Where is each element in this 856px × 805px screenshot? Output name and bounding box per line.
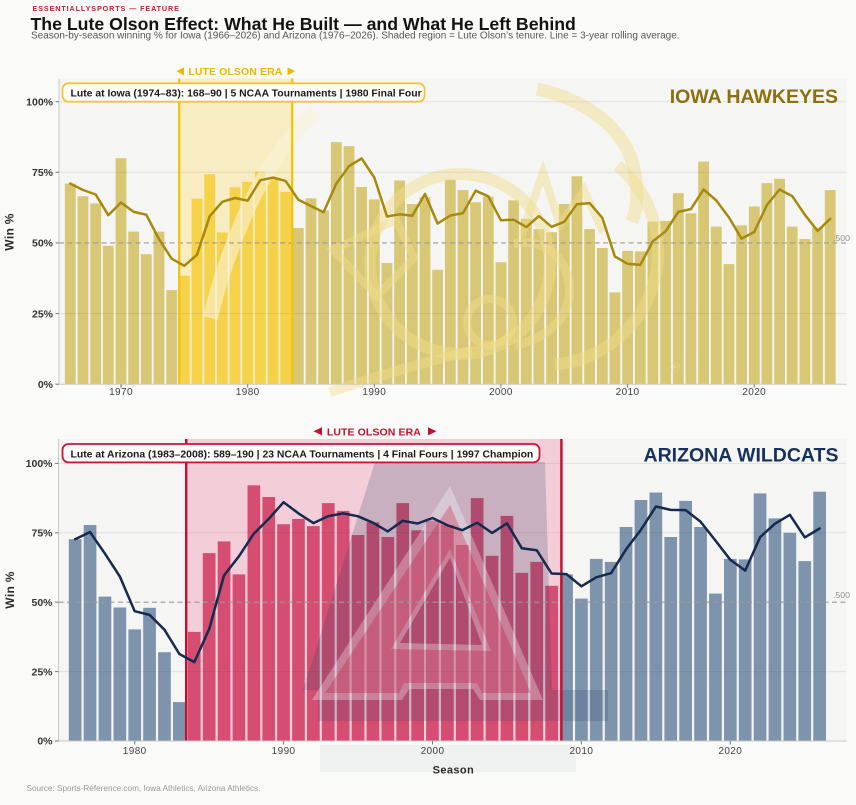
svg-text:1980: 1980 [236,387,260,398]
svg-text:50%: 50% [31,597,53,609]
svg-text:75%: 75% [32,167,54,179]
svg-text:ESSENTIALLYSPORTS — FEATURE: ESSENTIALLYSPORTS — FEATURE [33,4,180,13]
svg-text:The Lute Olson Effect: What He: The Lute Olson Effect: What He Built — a… [31,14,576,34]
svg-text:Source: Sports-Reference.com,: Source: Sports-Reference.com, Iowa Athle… [27,784,261,793]
svg-text:0%: 0% [37,736,53,748]
svg-text:2020: 2020 [742,387,766,398]
svg-text:Season-by-season winning % for: Season-by-season winning % for Iowa (196… [31,30,680,41]
svg-text:Lute at Iowa (1974–83): 168–90: Lute at Iowa (1974–83): 168–90 | 5 NCAA … [71,89,422,100]
svg-text:2000: 2000 [421,746,445,757]
svg-text:LUTE OLSON ERA: LUTE OLSON ERA [188,66,282,78]
svg-text:.500: .500 [833,233,850,243]
svg-text:50%: 50% [32,238,54,250]
svg-text:Season: Season [433,765,475,777]
svg-text:LUTE OLSON ERA: LUTE OLSON ERA [327,426,421,438]
svg-text:1980: 1980 [123,746,147,757]
svg-text:25%: 25% [32,308,54,320]
svg-text:Win %: Win % [3,213,17,250]
svg-text:75%: 75% [31,528,53,540]
svg-text:0%: 0% [38,379,54,391]
svg-text:1990: 1990 [362,387,386,398]
svg-text:100%: 100% [26,458,54,470]
svg-text:IOWA HAWKEYES: IOWA HAWKEYES [670,86,838,108]
svg-text:2010: 2010 [616,387,640,398]
svg-text:ARIZONA WILDCATS: ARIZONA WILDCATS [644,445,839,467]
svg-text:2010: 2010 [569,746,593,757]
svg-text:25%: 25% [31,666,53,678]
svg-text:®: ® [670,359,681,375]
svg-text:2020: 2020 [718,746,742,757]
svg-text:Win %: Win % [3,571,17,608]
svg-text:2000: 2000 [489,387,513,398]
svg-text:Lute at Arizona (1983–2008): 5: Lute at Arizona (1983–2008): 589–190 | 2… [71,449,534,460]
svg-text:.500: .500 [833,590,850,600]
svg-text:100%: 100% [26,96,54,108]
svg-text:1970: 1970 [109,387,133,398]
svg-text:1990: 1990 [272,746,296,757]
